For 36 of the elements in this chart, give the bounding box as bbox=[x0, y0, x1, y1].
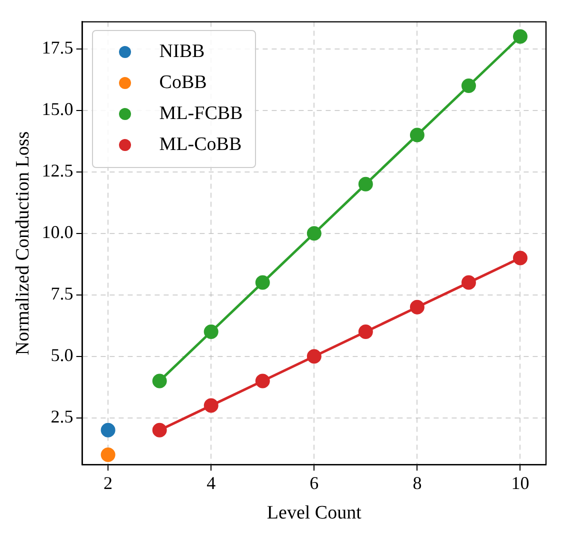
y-tick-label: 12.5 bbox=[42, 160, 74, 181]
y-axis-title: Normalized Conduction Loss bbox=[12, 131, 34, 356]
x-tick-label: 6 bbox=[310, 473, 319, 494]
point bbox=[461, 275, 476, 290]
point bbox=[461, 78, 476, 94]
legend-label: ML-CoBB bbox=[159, 134, 242, 156]
legend-label: ML-FCBB bbox=[159, 103, 243, 126]
point bbox=[100, 448, 116, 462]
y-tick-label: 7.5 bbox=[50, 284, 74, 304]
point bbox=[306, 226, 322, 241]
y-tick-label: 15.0 bbox=[42, 99, 74, 120]
x-tick-label: 10 bbox=[511, 473, 530, 494]
x-tick-label: 4 bbox=[206, 473, 216, 494]
point bbox=[512, 29, 528, 44]
point bbox=[512, 250, 528, 266]
point bbox=[255, 275, 270, 290]
point bbox=[306, 349, 322, 364]
y-tick-label: 17.5 bbox=[42, 38, 74, 58]
y-tick-label: 5.0 bbox=[50, 345, 74, 366]
point bbox=[410, 300, 424, 314]
point bbox=[255, 374, 270, 388]
y-tick-label: 2.5 bbox=[50, 406, 74, 427]
point bbox=[358, 176, 373, 192]
y-tick-label: 10.0 bbox=[42, 222, 74, 242]
legend-label: NIBB bbox=[159, 41, 205, 64]
point bbox=[358, 324, 373, 340]
legend-label: CoBB bbox=[159, 72, 207, 94]
point bbox=[204, 398, 218, 413]
point bbox=[100, 422, 116, 438]
point bbox=[410, 128, 424, 142]
point bbox=[152, 374, 167, 388]
x-tick-label: 2 bbox=[104, 473, 113, 494]
point bbox=[204, 324, 218, 340]
point bbox=[152, 422, 167, 438]
x-axis-title: Level Count bbox=[266, 502, 362, 524]
x-tick-label: 8 bbox=[412, 473, 422, 494]
